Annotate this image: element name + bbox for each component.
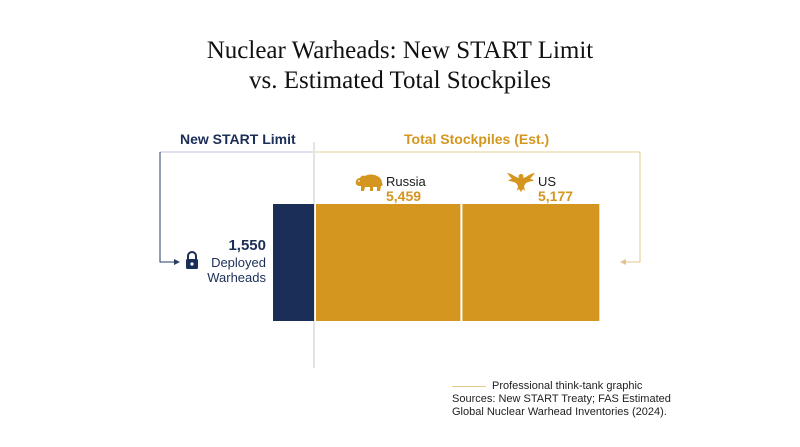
limit-value: 1,550 xyxy=(228,237,266,254)
chart-title-line-2: vs. Estimated Total Stockpiles xyxy=(249,67,551,94)
chart-title: Nuclear Warheads: New START Limit vs. Es… xyxy=(0,36,800,96)
sources-line-2: Global Nuclear Warhead Inventories (2024… xyxy=(452,406,667,418)
lock-icon xyxy=(186,251,198,269)
limit-label: 1,550 Deployed Warheads xyxy=(200,236,266,285)
chart-footer: Professional think-tank graphic Sources:… xyxy=(452,380,671,419)
limit-connector xyxy=(159,152,176,263)
us-value: 5,177 xyxy=(538,188,574,204)
stockpiles-connector xyxy=(624,152,641,263)
limit-text-line-1: Deployed xyxy=(211,255,266,270)
limit-bar xyxy=(273,204,314,321)
eagle-icon xyxy=(507,173,535,192)
legend-line-label: Professional think-tank graphic xyxy=(492,380,643,392)
us-name: US xyxy=(538,174,557,189)
limit-text-line-2: Warheads xyxy=(207,270,266,285)
russia-value: 5,459 xyxy=(386,188,422,204)
limit-header: New START Limit xyxy=(180,131,296,147)
russia-bar xyxy=(316,204,461,321)
russia-name: Russia xyxy=(386,174,426,189)
sources-line-1: Sources: New START Treaty; FAS Estimated xyxy=(452,393,671,405)
legend-line-swatch xyxy=(452,386,486,387)
bars-layer xyxy=(273,204,600,321)
us-label: US 5,177 xyxy=(538,174,573,204)
limit-connector-arrow xyxy=(174,259,180,265)
legend-row: Professional think-tank graphic xyxy=(452,380,652,393)
bear-icon xyxy=(355,174,383,191)
us-bar xyxy=(462,204,600,321)
stockpiles-header: Total Stockpiles (Est.) xyxy=(404,131,550,147)
stockpiles-connector-arrow xyxy=(620,259,626,265)
chart-title-line-1: Nuclear Warheads: New START Limit xyxy=(206,37,594,64)
russia-label: Russia 5,459 xyxy=(386,174,426,204)
